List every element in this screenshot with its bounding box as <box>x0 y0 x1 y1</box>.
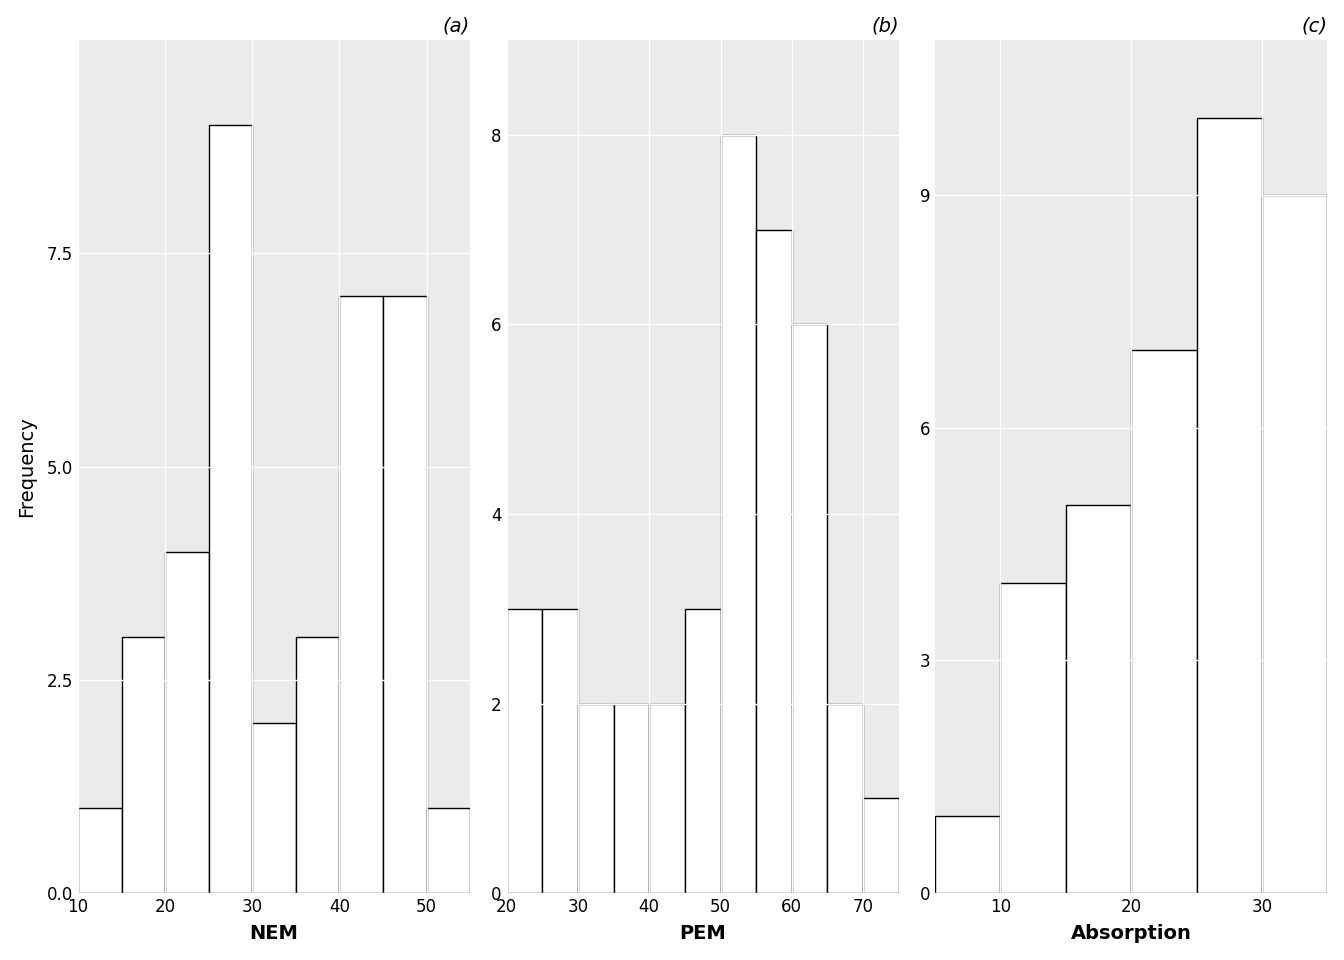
X-axis label: PEM: PEM <box>679 924 726 944</box>
Bar <box>1066 505 1132 893</box>
Bar <box>649 704 685 893</box>
Bar <box>165 552 208 893</box>
Bar <box>253 723 296 893</box>
Bar <box>578 704 613 893</box>
Bar <box>1000 583 1066 893</box>
Bar <box>121 637 165 893</box>
Bar <box>792 324 828 893</box>
Text: (a): (a) <box>444 16 470 36</box>
Text: (b): (b) <box>871 16 899 36</box>
Bar <box>1132 350 1196 893</box>
Bar <box>208 126 253 893</box>
Bar <box>542 609 578 893</box>
Bar <box>935 816 1000 893</box>
Bar <box>507 609 542 893</box>
Bar <box>78 807 121 893</box>
Bar <box>296 637 340 893</box>
X-axis label: Absorption: Absorption <box>1071 924 1192 944</box>
Bar <box>757 229 792 893</box>
Bar <box>426 807 470 893</box>
Bar <box>383 296 426 893</box>
Bar <box>613 704 649 893</box>
Bar <box>828 704 863 893</box>
Text: (c): (c) <box>1301 16 1328 36</box>
Bar <box>340 296 383 893</box>
X-axis label: NEM: NEM <box>250 924 298 944</box>
Bar <box>863 799 899 893</box>
Bar <box>720 134 757 893</box>
Bar <box>1262 195 1328 893</box>
Bar <box>685 609 720 893</box>
Bar <box>1196 117 1262 893</box>
Y-axis label: Frequency: Frequency <box>16 417 36 516</box>
